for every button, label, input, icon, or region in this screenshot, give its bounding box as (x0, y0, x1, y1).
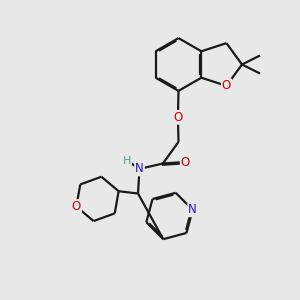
Text: N: N (188, 203, 197, 216)
Text: H: H (123, 155, 131, 166)
Text: O: O (222, 80, 231, 92)
Text: O: O (181, 155, 190, 169)
Text: O: O (173, 111, 182, 124)
Text: O: O (72, 200, 81, 213)
Text: N: N (135, 162, 144, 176)
